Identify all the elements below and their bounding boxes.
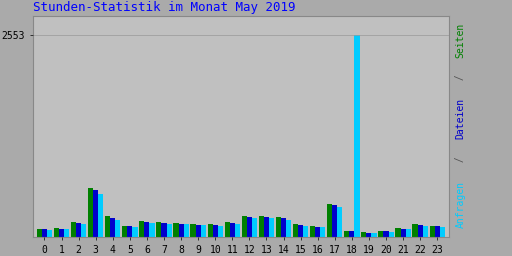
Bar [212, 225, 218, 237]
Bar [156, 222, 161, 237]
Bar [423, 226, 428, 237]
Bar [367, 233, 372, 237]
Bar [337, 207, 343, 237]
Bar [105, 216, 110, 237]
Bar [327, 204, 332, 237]
Bar [54, 228, 59, 237]
Bar [406, 229, 411, 237]
Text: Dateien: Dateien [456, 98, 465, 139]
Bar [310, 226, 315, 237]
Bar [110, 218, 115, 237]
Bar [303, 226, 308, 237]
Bar [37, 229, 42, 237]
Bar [218, 226, 223, 237]
Bar [413, 224, 418, 237]
Bar [190, 224, 196, 237]
Bar [174, 223, 179, 237]
Bar [247, 217, 252, 237]
Bar [71, 222, 76, 237]
Bar [435, 226, 440, 237]
Bar [361, 232, 367, 237]
Bar [93, 190, 98, 237]
Bar [440, 227, 445, 237]
Bar [81, 224, 87, 237]
Bar [281, 218, 286, 237]
Bar [230, 223, 235, 237]
Text: /: / [456, 150, 465, 168]
Bar [115, 220, 120, 237]
Bar [264, 217, 269, 237]
Bar [64, 229, 69, 237]
Bar [184, 224, 189, 237]
Bar [196, 225, 201, 237]
Bar [276, 217, 281, 237]
Bar [430, 226, 435, 237]
Text: /: / [456, 68, 465, 86]
Bar [383, 231, 389, 237]
Bar [259, 216, 264, 237]
Bar [144, 221, 150, 237]
Bar [354, 35, 359, 237]
Bar [332, 205, 337, 237]
Bar [400, 229, 406, 237]
Bar [201, 225, 206, 237]
Bar [372, 233, 377, 237]
Text: Seiten: Seiten [456, 23, 465, 58]
Bar [207, 224, 212, 237]
Bar [139, 221, 144, 237]
Text: Anfragen: Anfragen [456, 181, 465, 228]
Bar [179, 223, 184, 237]
Bar [47, 230, 52, 237]
Bar [122, 226, 127, 237]
Bar [349, 231, 354, 237]
Bar [293, 224, 298, 237]
Bar [252, 218, 257, 237]
Bar [59, 229, 64, 237]
Bar [286, 220, 291, 237]
Text: Stunden-Statistik im Monat May 2019: Stunden-Statistik im Monat May 2019 [33, 1, 295, 14]
Bar [150, 223, 155, 237]
Bar [166, 224, 172, 237]
Bar [269, 218, 274, 237]
Bar [298, 225, 303, 237]
Bar [235, 223, 240, 237]
Bar [389, 232, 394, 237]
Bar [161, 223, 166, 237]
Bar [88, 188, 93, 237]
Bar [42, 229, 47, 237]
Bar [76, 223, 81, 237]
Bar [320, 228, 325, 237]
Bar [378, 231, 383, 237]
Bar [315, 227, 320, 237]
Bar [225, 222, 230, 237]
Bar [344, 231, 349, 237]
Bar [98, 194, 103, 237]
Bar [133, 227, 138, 237]
Bar [127, 226, 133, 237]
Bar [395, 228, 400, 237]
Bar [242, 216, 247, 237]
Bar [418, 225, 423, 237]
